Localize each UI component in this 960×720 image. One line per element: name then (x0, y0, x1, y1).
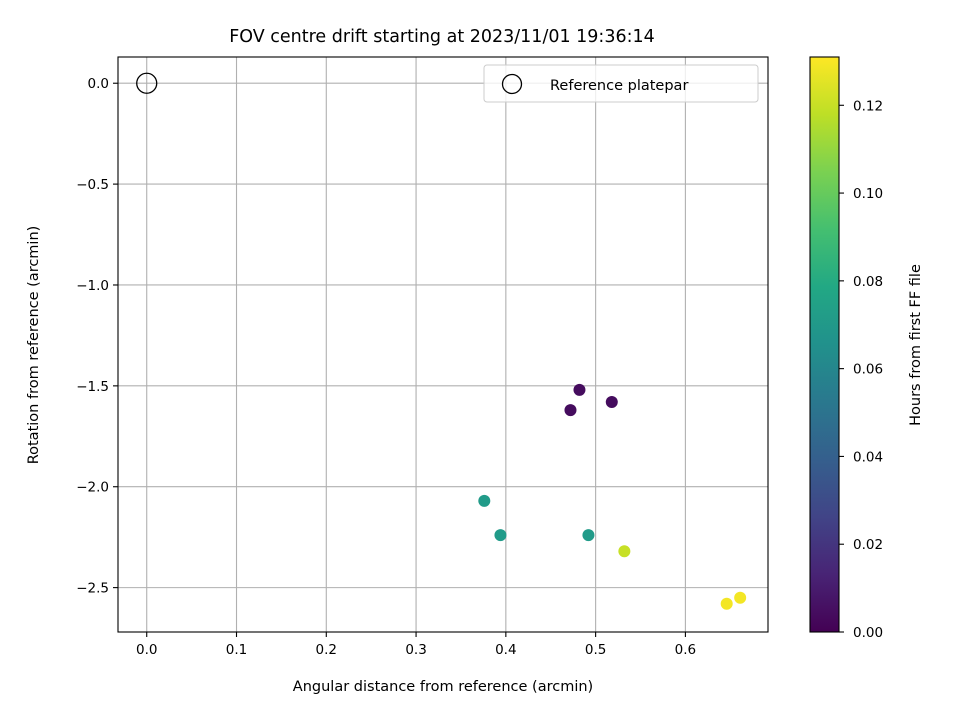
y-tick-label: −1.0 (76, 278, 109, 294)
colorbar-tick-label: 0.06 (853, 362, 883, 378)
scatter-point (573, 383, 586, 396)
scatter-point (720, 597, 733, 610)
scatter-point (582, 529, 595, 542)
y-tick-label: −2.5 (76, 581, 109, 597)
colorbar-tick-label: 0.04 (853, 449, 883, 465)
x-tick-label: 0.4 (495, 642, 516, 658)
scatter-point (494, 529, 507, 542)
scatter-point (618, 545, 631, 558)
x-tick-label: 0.1 (226, 642, 247, 658)
colorbar-tick-label: 0.02 (853, 537, 883, 553)
y-tick-label: −1.5 (76, 379, 109, 395)
legend: Reference platepar (483, 64, 759, 103)
x-tick-label: 0.2 (316, 642, 337, 658)
chart-title: FOV centre drift starting at 2023/11/01 … (229, 27, 655, 47)
legend-box (483, 64, 759, 103)
scatter-point (478, 494, 491, 507)
x-tick-label: 0.6 (675, 642, 696, 658)
y-axis-ticks: 0.0 −0.5 −1.0 −1.5 −2.0 −2.5 (76, 76, 118, 597)
legend-marker-reference (501, 73, 523, 95)
grid (118, 57, 768, 632)
colorbar-tick-label: 0.00 (853, 625, 883, 641)
scatter-point (564, 404, 577, 417)
x-axis-label: Angular distance from reference (arcmin) (293, 679, 593, 695)
colorbar-gradient (810, 57, 839, 632)
colorbar: 0.00 0.02 0.04 0.06 0.08 0.10 0.12 Hours from … (809, 56, 924, 641)
colorbar-frame (809, 56, 840, 633)
y-tick-label: 0.0 (88, 76, 109, 92)
y-tick-label: −2.0 (76, 480, 109, 496)
colorbar-label: Hours from first FF file (908, 264, 924, 426)
reference-platepar-marker (136, 72, 158, 94)
colorbar-tick-label: 0.08 (853, 274, 883, 290)
colorbar-ticks: 0.00 0.02 0.04 0.06 0.08 0.10 0.12 (839, 98, 883, 641)
scatter-point (734, 591, 747, 604)
x-tick-label: 0.5 (585, 642, 606, 658)
y-axis-label: Rotation from reference (arcmin) (26, 226, 42, 465)
legend-label-reference: Reference platepar (550, 78, 688, 94)
data-points (136, 72, 747, 610)
colorbar-tick-label: 0.12 (853, 98, 883, 114)
plot-area-frame (117, 56, 769, 633)
scatter-point (605, 396, 618, 408)
x-tick-label: 0.3 (405, 642, 426, 658)
x-tick-label: 0.0 (136, 642, 157, 658)
y-tick-label: −0.5 (76, 177, 109, 193)
colorbar-tick-label: 0.10 (853, 186, 883, 202)
x-axis-ticks: 0.0 0.1 0.2 0.3 0.4 0.5 0.6 (136, 632, 696, 658)
